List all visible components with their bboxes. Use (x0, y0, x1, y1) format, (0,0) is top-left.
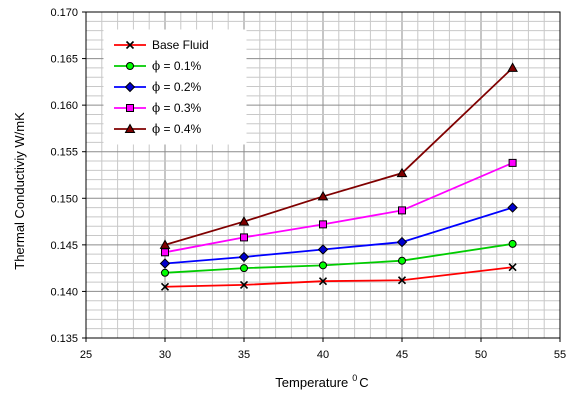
data-point (240, 233, 248, 242)
legend-label: Base Fluid (152, 38, 209, 52)
legend-label-text: = 0.2% (160, 80, 201, 94)
data-point (508, 158, 517, 167)
y-tick-label: 0.150 (50, 193, 78, 205)
series-4 (161, 158, 517, 257)
y-tick-label: 0.135 (50, 333, 78, 345)
y-axis-title: Thermal Conductiviy W/mK (12, 112, 27, 270)
data-point (317, 190, 329, 201)
legend-marker (126, 62, 134, 70)
legend-label-text: = 0.1% (160, 59, 201, 73)
legend-item: ϕ = 0.1% (114, 59, 202, 73)
legend-item: ϕ = 0.2% (114, 80, 202, 94)
data-point (398, 256, 406, 265)
x-axis-title-text: Temperature (275, 375, 348, 390)
y-tick-label: 0.160 (50, 100, 78, 112)
legend-item: Base Fluid (114, 38, 209, 52)
x-tick-label: 40 (317, 349, 329, 361)
data-point (240, 264, 248, 273)
marker-stroke (318, 277, 328, 286)
x-tick-label: 55 (554, 349, 566, 361)
series-2 (161, 239, 517, 277)
x-axis-title-superscript: 0 (352, 373, 357, 383)
marker-stroke (508, 263, 517, 272)
phi-symbol: ϕ (152, 101, 160, 115)
data-point (238, 251, 250, 263)
series-3 (159, 202, 518, 269)
phi-symbol: ϕ (152, 59, 160, 73)
data-point (161, 248, 169, 257)
marker-stroke (397, 276, 407, 285)
x-tick-label: 35 (238, 349, 250, 361)
y-tick-label: 0.170 (50, 7, 78, 19)
x-tick-label: 30 (159, 349, 171, 361)
legend-label: ϕ = 0.4% (152, 122, 202, 136)
data-point (319, 261, 327, 270)
x-tick-label: 45 (396, 349, 408, 361)
data-point (508, 239, 517, 248)
data-point (159, 239, 171, 249)
data-point (396, 236, 408, 248)
y-tick-label: 0.145 (50, 240, 78, 252)
data-point (508, 263, 517, 272)
data-point (161, 268, 169, 277)
x-tick-label: 50 (475, 349, 487, 361)
data-point (317, 244, 329, 255)
legend-label-text: = 0.4% (160, 122, 201, 136)
data-point (159, 258, 171, 269)
legend-marker (126, 104, 134, 112)
data-point (239, 280, 249, 289)
data-point (507, 202, 518, 213)
phi-symbol: ϕ (152, 80, 160, 94)
legend-marker (124, 81, 136, 93)
legend-label: ϕ = 0.1% (152, 59, 202, 73)
x-axis-title-unit: C (359, 375, 368, 390)
y-tick-label: 0.155 (50, 147, 78, 159)
data-point (319, 220, 327, 229)
legend-item: ϕ = 0.3% (114, 101, 202, 115)
marker-stroke (160, 282, 170, 291)
legend-label-text: = 0.3% (160, 101, 201, 115)
legend-marker (125, 40, 135, 50)
data-point (397, 276, 407, 285)
data-point (160, 282, 170, 291)
x-axis-title: Temperature 0 C (275, 373, 368, 390)
legend-box (103, 29, 247, 145)
ticks: 25 30 35 40 45 50 55 0.135 0.140 0.145 0.150 0.155 0… (50, 7, 566, 361)
data-point (396, 167, 408, 178)
y-tick-label: 0.165 (50, 54, 78, 66)
series-5 (159, 62, 518, 249)
legend-marker (124, 123, 136, 133)
legend-label: ϕ = 0.3% (152, 101, 202, 115)
series-1 (160, 263, 517, 291)
series (159, 62, 518, 291)
data-point (318, 277, 328, 286)
y-tick-label: 0.140 (50, 286, 78, 298)
x-tick-label: 25 (80, 349, 92, 361)
data-point (238, 216, 250, 226)
phi-symbol: ϕ (152, 122, 160, 136)
legend-label: ϕ = 0.2% (152, 80, 202, 94)
marker-stroke (125, 40, 135, 50)
marker-stroke (239, 280, 249, 289)
legend-item: ϕ = 0.4% (114, 122, 202, 136)
data-point (507, 62, 518, 72)
data-point (398, 206, 406, 215)
